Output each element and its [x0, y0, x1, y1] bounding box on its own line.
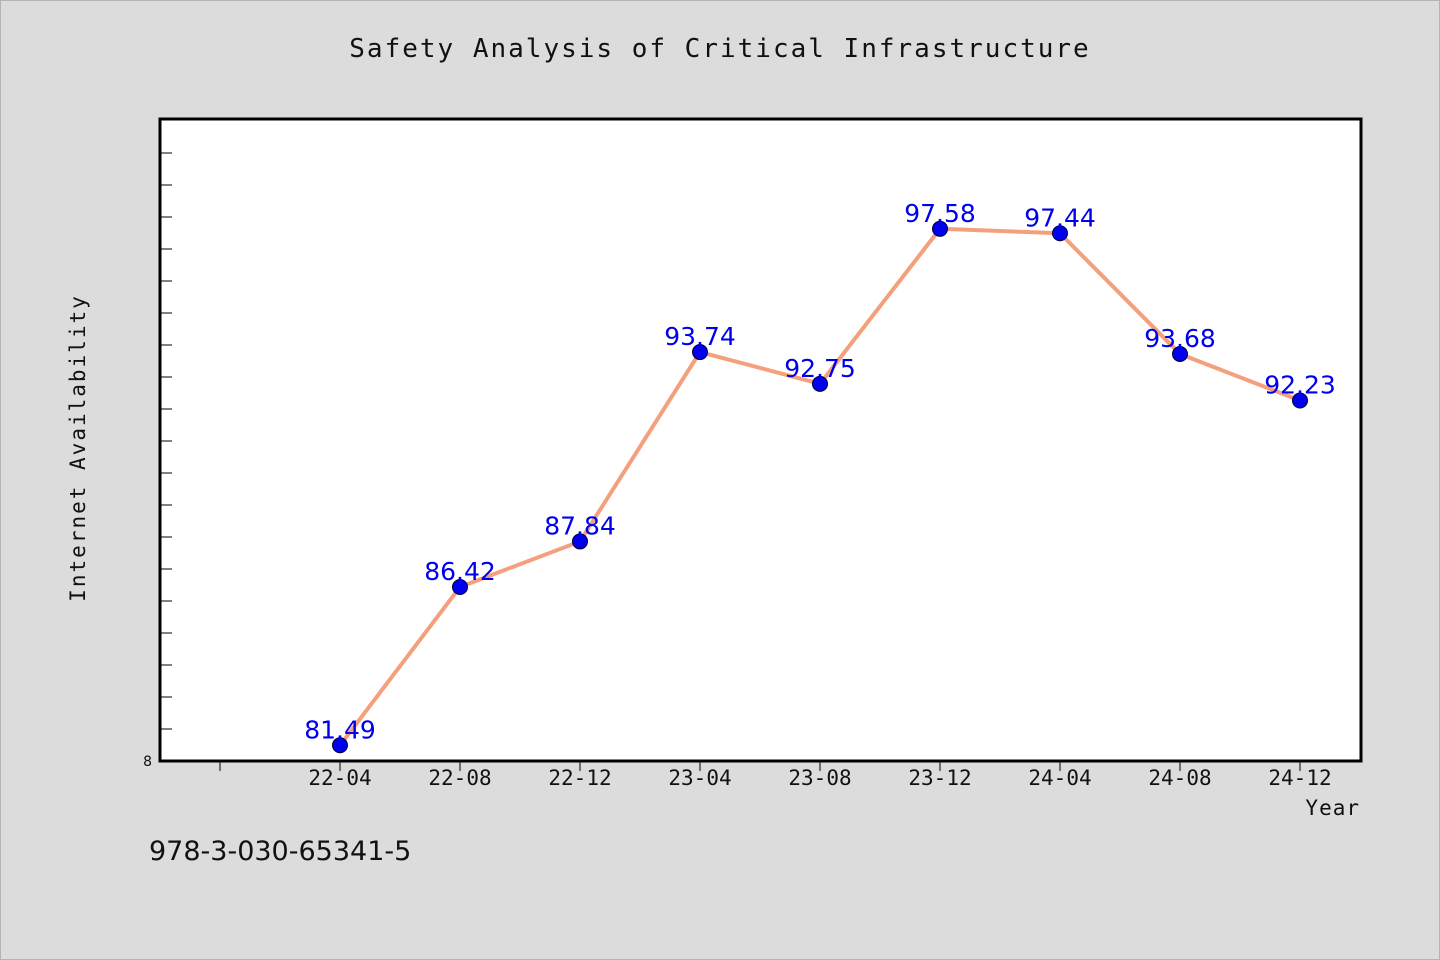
chart-title: Safety Analysis of Critical Infrastructu…: [349, 34, 1091, 64]
data-point: [1172, 345, 1188, 362]
data-point: [812, 375, 828, 392]
data-labels-group: 81.49 86.42 87.84 93.74 92.75 97.58 97.44 93.68…: [304, 199, 1336, 744]
x-tick-label: 24-12: [1268, 766, 1331, 790]
x-axis-ticks: 22-04 22-08 22-12 23-04 23-08 23-12 24-04 24-08…: [219, 761, 1332, 790]
data-label: 93.68: [1144, 324, 1216, 353]
data-label: 97.44: [1024, 203, 1096, 232]
y-axis-ticks: 8: [143, 152, 172, 770]
x-tick-label: 22-08: [428, 766, 491, 790]
plot-area: [158, 117, 1363, 763]
x-tick-label: 22-12: [548, 766, 611, 790]
data-label: 87.84: [544, 511, 616, 540]
x-axis-label: Year: [1305, 796, 1360, 820]
x-tick-label: 22-04: [308, 766, 371, 790]
x-tick-label: 24-08: [1148, 766, 1211, 790]
data-label: 97.58: [904, 199, 976, 228]
x-tick-label: 23-08: [788, 766, 851, 790]
data-point: [572, 533, 588, 550]
data-point: [332, 737, 348, 754]
isbn-text: 978-3-030-65341-5: [149, 836, 412, 867]
data-point: [452, 579, 468, 596]
x-tick-label: 23-12: [908, 766, 971, 790]
data-label: 92.23: [1264, 371, 1336, 400]
data-label: 93.74: [664, 322, 736, 351]
x-tick-label: 24-04: [1028, 766, 1091, 790]
data-point: [1292, 392, 1308, 409]
x-tick-label: 23-04: [668, 766, 731, 790]
series-group: [332, 220, 1308, 754]
data-point: [1052, 225, 1068, 242]
data-point: [692, 344, 708, 361]
data-label: 81.49: [304, 715, 376, 744]
data-label: 92.75: [784, 354, 856, 383]
y-tick-label: 8: [143, 754, 152, 770]
data-label: 86.42: [424, 557, 496, 586]
data-point: [932, 220, 948, 237]
